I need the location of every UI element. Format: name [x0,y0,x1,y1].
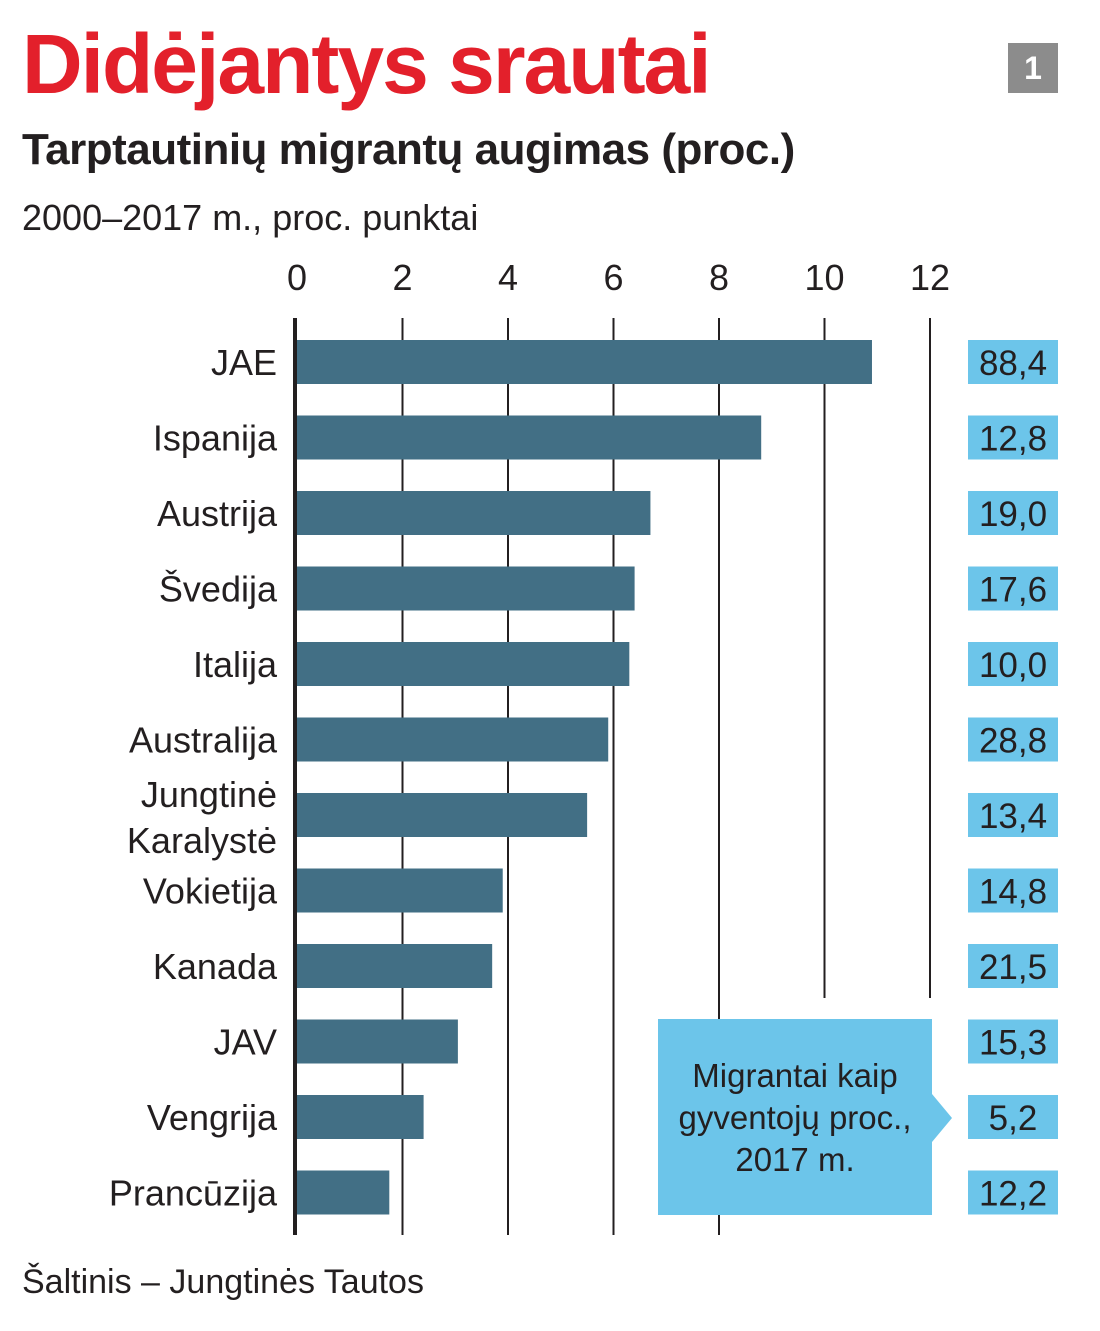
category-label: Karalystė [127,820,277,861]
value-label: 13,4 [979,797,1047,836]
callout-text: Migrantai kaip gyventojų proc., 2017 m. [678,1057,912,1178]
value-box [968,340,1058,384]
bar [297,868,503,913]
category-label: Kanada [153,946,278,987]
x-tick-label: 0 [287,257,307,298]
bar [297,944,493,988]
value-label: 12,2 [979,1175,1047,1214]
x-tick-label: 10 [804,257,844,298]
bars [297,340,872,1215]
value-label: 88,4 [979,344,1047,383]
value-label: 12,8 [979,420,1047,459]
category-label: Vengrija [147,1097,278,1138]
value-box [968,717,1058,762]
category-label: Australija [129,720,278,761]
value-box [968,566,1058,611]
chart-title: Didėjantys srautai [22,17,712,111]
value-label: 15,3 [979,1024,1047,1063]
x-tick-label: 12 [910,257,950,298]
category-label: Italija [193,644,278,685]
value-box [968,1170,1058,1215]
x-tick-label: 2 [392,257,412,298]
category-labels: JAE Ispanija Austrija Švedija Italija Austral… [109,342,278,1214]
x-tick-label: 6 [603,257,623,298]
value-box [968,1019,1058,1064]
bar [297,1019,458,1064]
value-box [968,415,1058,460]
value-box [968,793,1058,837]
callout-arrow [932,1094,952,1142]
bar [297,566,635,611]
category-label: Austrija [157,493,278,534]
category-label: Jungtinė [141,774,277,815]
bar [297,642,630,686]
value-label: 28,8 [979,722,1047,761]
value-label: 5,2 [989,1099,1038,1138]
x-tick-label: 4 [498,257,518,298]
x-tick-label: 8 [709,257,729,298]
chart-subtitle: Tarptautinių migrantų augimas (proc.) [22,125,795,174]
value-label: 10,0 [979,646,1047,685]
category-label: JAV [214,1022,277,1063]
category-label: JAE [211,342,277,383]
source-note: Šaltinis – Jungtinės Tautos [22,1263,424,1301]
x-axis-ticks: 0 2 4 6 8 10 12 [287,257,950,298]
bar [297,717,609,762]
callout-box: Migrantai kaip gyventojų proc., 2017 m. [658,1019,932,1215]
category-label: Švedija [159,569,278,610]
bar [297,340,872,384]
bar [297,415,762,460]
bar [297,491,651,535]
value-box [968,868,1058,913]
value-label: 17,6 [979,571,1047,610]
value-box [968,491,1058,535]
bar [297,1095,424,1139]
value-box [968,944,1058,988]
value-label: 21,5 [979,948,1047,987]
category-label: Prancūzija [109,1173,278,1214]
side-values: 88,4 12,8 19,0 17,6 10,0 28,8 13,4 14,8 21,5 15,3… [968,340,1058,1215]
axis-unit-note: 2000–2017 m., proc. punktai [22,197,479,238]
value-box [968,642,1058,686]
bar [297,1170,390,1215]
value-label: 14,8 [979,873,1047,912]
page-number-badge: 1 [1008,43,1058,93]
bar [297,793,588,837]
category-label: Vokietija [143,871,278,912]
value-label: 19,0 [979,495,1047,534]
category-label: Ispanija [153,418,278,459]
value-box [968,1095,1058,1139]
